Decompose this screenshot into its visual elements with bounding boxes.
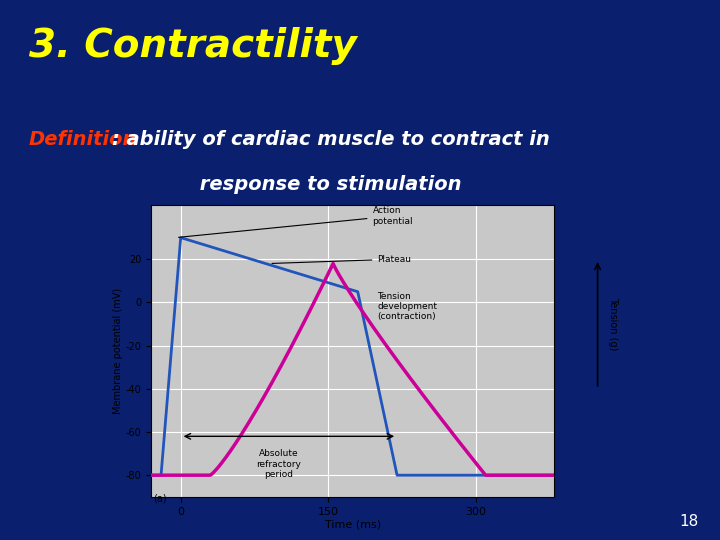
Text: Plateau: Plateau	[272, 255, 411, 264]
X-axis label: Time (ms): Time (ms)	[325, 519, 381, 529]
Text: 3. Contractility: 3. Contractility	[29, 27, 356, 65]
Text: Tension
development
(contraction): Tension development (contraction)	[377, 292, 437, 321]
Text: Definition: Definition	[29, 130, 138, 148]
Text: response to stimulation: response to stimulation	[112, 176, 461, 194]
Text: (a): (a)	[153, 493, 167, 503]
Y-axis label: Membrane potential (mV): Membrane potential (mV)	[113, 288, 123, 414]
Text: Absolute
refractory
period: Absolute refractory period	[256, 449, 302, 479]
Text: Action
potential: Action potential	[179, 206, 413, 237]
Text: : ability of cardiac muscle to contract in: : ability of cardiac muscle to contract …	[112, 130, 549, 148]
Text: 18: 18	[679, 514, 698, 529]
Text: Tension (g): Tension (g)	[608, 298, 618, 350]
